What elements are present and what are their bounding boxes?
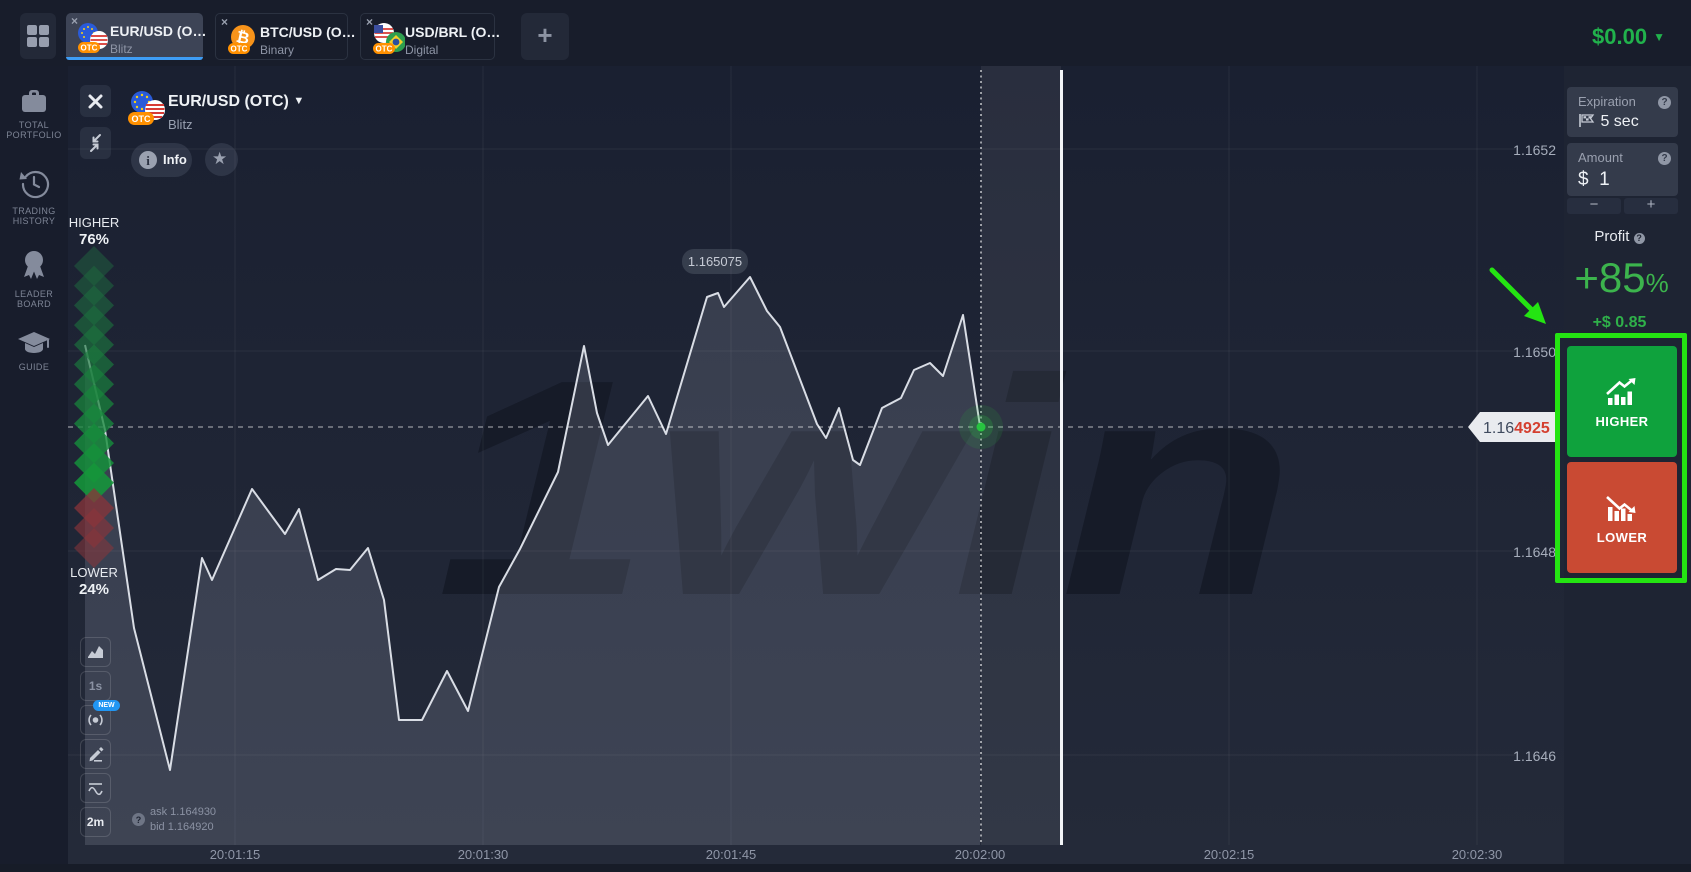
svg-text:OTC: OTC <box>132 114 151 124</box>
svg-text:1.165075: 1.165075 <box>688 254 742 269</box>
svg-text:i: i <box>146 153 150 168</box>
svg-text:OTC: OTC <box>231 45 248 54</box>
svg-text:1.164925: 1.164925 <box>1483 420 1550 437</box>
svg-text:OTC: OTC <box>81 44 98 53</box>
svg-text:?: ? <box>136 815 142 825</box>
svg-text:OTC: OTC <box>376 45 393 54</box>
